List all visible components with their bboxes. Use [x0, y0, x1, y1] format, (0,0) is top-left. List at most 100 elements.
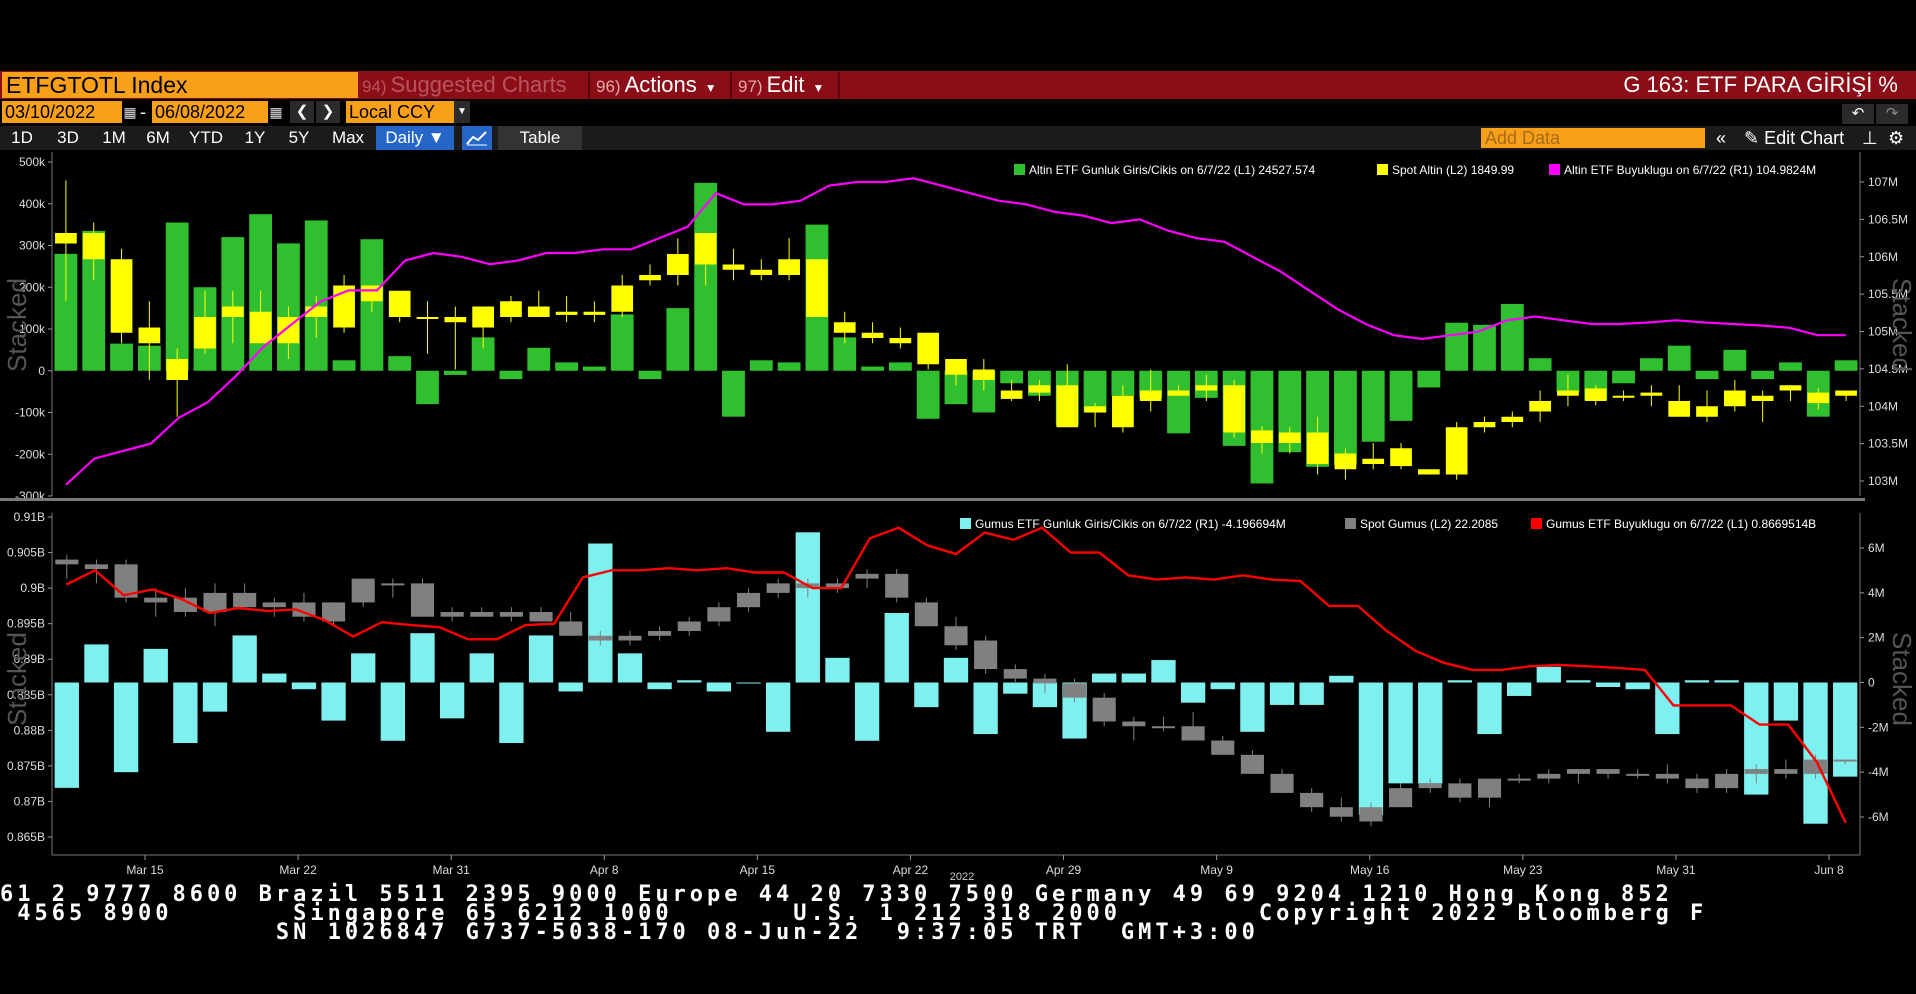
candle-body — [138, 327, 161, 344]
candle-body — [944, 626, 968, 646]
flow-bar — [84, 644, 109, 683]
candle-body — [1359, 807, 1383, 822]
legend-label: Spot Gumus (L2) 22.2085 — [1360, 517, 1498, 531]
left-tick-label: 200k — [19, 280, 46, 294]
candle-body — [1003, 669, 1027, 679]
candle-body — [527, 306, 550, 317]
end-date-field[interactable]: 06/08/2022 — [152, 101, 268, 123]
range-5y[interactable]: 5Y — [288, 128, 310, 147]
flow-bar — [973, 682, 998, 735]
range-1d[interactable]: 1D — [11, 128, 33, 147]
candle-body — [292, 602, 316, 617]
currency-select[interactable]: Local CCY — [346, 101, 454, 123]
left-tick-label: 0.88B — [14, 723, 45, 737]
gear-icon[interactable]: ⚙ — [1888, 128, 1905, 148]
candle-body — [233, 592, 257, 608]
edit-chart-button[interactable]: ✎ Edit Chart — [1744, 126, 1844, 150]
prev-period-button[interactable]: ❮ — [290, 101, 314, 123]
right-tick-label: 0 — [1868, 676, 1875, 690]
undo-icon[interactable]: ↶ — [1842, 104, 1874, 124]
left-tick-label: 0.87B — [14, 794, 45, 808]
pane-divider[interactable] — [0, 498, 1865, 501]
calendar-icon[interactable]: ▦ — [123, 104, 137, 120]
flow-bar — [82, 230, 106, 371]
candle-body — [750, 269, 773, 275]
actions-button[interactable]: 96) Actions ▼ — [596, 72, 726, 98]
chevron-down-icon[interactable]: ▼ — [454, 101, 470, 123]
candle-body — [1151, 726, 1176, 729]
right-tick-label: 4M — [1868, 586, 1885, 600]
range-6m[interactable]: 6M — [146, 128, 170, 147]
left-tick-label: 0.89B — [14, 652, 45, 666]
right-tick-label: 104.5M — [1868, 362, 1908, 376]
gold-spot-candles — [55, 180, 1857, 480]
left-tick-label: 0.905B — [7, 546, 45, 560]
pin-icon[interactable]: ⊥ — [1862, 128, 1878, 148]
candle-body — [1223, 385, 1246, 433]
chevron-down-icon: ▼ — [812, 81, 825, 95]
flow-bar — [321, 682, 346, 721]
page-title: G 163: ETF PARA GİRİŞİ % — [1623, 72, 1898, 97]
silver-left-axis: 0.91B 0.905B 0.9B 0.895B 0.89B 0.885B 0.88B 0.8… — [7, 510, 52, 844]
candle-body — [333, 285, 355, 328]
gold-flow-bars — [54, 182, 1858, 484]
flow-bar — [527, 347, 551, 371]
suggested-charts-button[interactable]: 94) Suggested Charts — [362, 72, 584, 98]
ticker-field[interactable]: ETFGTOTL Index — [2, 72, 358, 98]
candle-body — [825, 583, 850, 589]
right-tick-label: 105M — [1868, 325, 1898, 339]
flow-bar — [202, 682, 228, 712]
candle-body — [1445, 427, 1468, 475]
candle-body — [1033, 678, 1057, 684]
collapse-icon[interactable]: « — [1716, 128, 1727, 148]
flow-bar — [914, 682, 939, 708]
x-axis-year: 2022 — [950, 871, 974, 883]
edit-label: Edit — [766, 72, 805, 97]
candle-body — [885, 573, 909, 598]
candle-body — [1723, 390, 1746, 407]
suggested-label: Suggested Charts — [390, 72, 567, 97]
legend-swatch — [1014, 164, 1025, 175]
frequency-select[interactable]: Daily ▼ — [376, 126, 454, 150]
flow-bar — [558, 682, 583, 692]
flow-bar — [1723, 349, 1747, 371]
range-max[interactable]: Max — [331, 128, 365, 147]
candle-body — [1696, 406, 1718, 417]
candle-body — [778, 259, 800, 275]
x-tick-label: May 16 — [1350, 863, 1390, 877]
flow-bar — [1751, 370, 1775, 380]
edit-button[interactable]: 97) Edit ▼ — [738, 72, 838, 98]
range-ytd[interactable]: YTD — [189, 128, 223, 147]
candle-body — [1195, 385, 1218, 391]
flow-bar — [943, 657, 969, 683]
legend-label: Altin ETF Gunluk Giris/Cikis on 6/7/22 (… — [1029, 163, 1315, 177]
left-tick-label: 0.885B — [7, 688, 45, 702]
redo-icon[interactable]: ↷ — [1876, 104, 1908, 124]
chevron-down-icon: ▼ — [704, 81, 717, 95]
line-chart-icon[interactable] — [462, 126, 492, 150]
next-period-button[interactable]: ❯ — [316, 101, 340, 123]
flow-bar — [469, 653, 494, 683]
start-date-field[interactable]: 03/10/2022 — [2, 101, 122, 123]
legend-label: Spot Altin (L2) 1849.99 — [1392, 163, 1514, 177]
gold-chart: 500k 400k 300k 200k 100k 0 -100k -200k -300k 107… — [2, 152, 1916, 498]
candle-body — [889, 338, 912, 344]
flow-bar — [1595, 682, 1621, 687]
candle-body — [440, 611, 464, 617]
candle-body — [173, 597, 197, 612]
add-data-input[interactable]: Add Data — [1481, 128, 1705, 148]
candle-body — [221, 306, 244, 317]
flow-bar — [1625, 682, 1650, 690]
table-button[interactable]: Table — [498, 126, 582, 150]
candle-body — [648, 631, 672, 636]
candle-body — [1626, 773, 1650, 776]
range-1y[interactable]: 1Y — [244, 128, 266, 147]
candle-body — [1774, 769, 1798, 774]
candle-body — [1240, 754, 1264, 774]
candle-body — [1833, 759, 1857, 762]
candle-body — [1835, 390, 1857, 396]
range-3d[interactable]: 3D — [57, 128, 79, 147]
range-1m[interactable]: 1M — [102, 128, 126, 147]
calendar-icon[interactable]: ▦ — [269, 104, 283, 120]
legend-swatch — [1345, 518, 1356, 529]
